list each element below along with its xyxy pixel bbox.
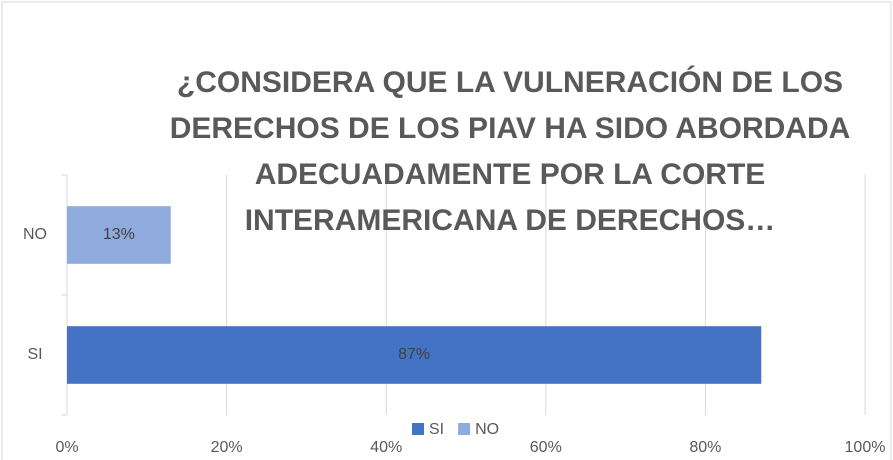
data-label: 87%	[398, 346, 430, 363]
legend-swatch	[458, 423, 471, 435]
legend-label: SI	[429, 421, 444, 438]
legend-swatch	[412, 423, 424, 435]
chart-title: ADECUADAMENTE POR LA CORTE	[255, 158, 766, 191]
bar	[67, 326, 762, 384]
legend-label: NO	[475, 421, 499, 438]
x-tick-label: 60%	[530, 439, 562, 456]
data-label: 13%	[103, 226, 135, 243]
x-tick-label: 40%	[370, 439, 402, 456]
x-tick-label: 20%	[211, 439, 243, 456]
x-tick-label: 80%	[689, 439, 721, 456]
x-tick-label: 0%	[55, 439, 78, 456]
chart-title: INTERAMERICANA DE DERECHOS…	[245, 204, 776, 237]
y-tick-label: NO	[23, 226, 47, 243]
bar	[67, 206, 171, 264]
x-tick-label: 100%	[845, 439, 886, 456]
chart-title: ¿CONSIDERA QUE LA VULNERACIÓN DE LOS	[177, 65, 843, 99]
y-tick-label: SI	[27, 346, 42, 363]
chart-title: DERECHOS DE LOS PIAV HA SIDO ABORDADA	[170, 112, 851, 145]
